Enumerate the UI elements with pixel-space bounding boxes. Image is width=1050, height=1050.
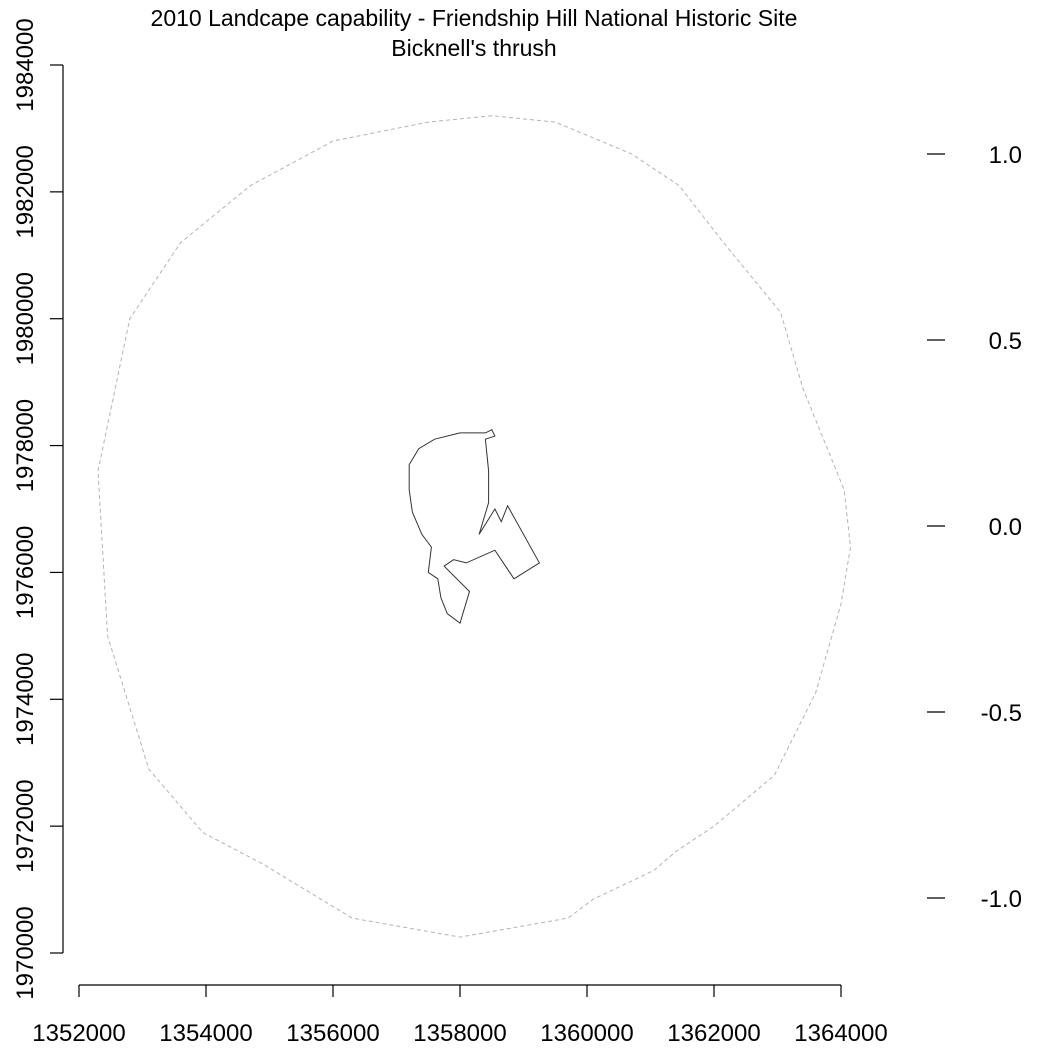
y-tick-label: 1970000 — [12, 906, 39, 999]
x-tick-label: 1356000 — [286, 1020, 379, 1047]
map-subtitle: Bicknell's thrush — [391, 35, 556, 61]
y-tick-label: 1972000 — [12, 779, 39, 872]
legend-tick-label: 1.0 — [989, 142, 1022, 169]
legend-tick-label: -1.0 — [981, 886, 1022, 913]
legend-tick-label: 0.5 — [989, 328, 1022, 355]
x-axis: 1352000 1354000 1356000 1358000 1360000 13620… — [32, 984, 888, 1047]
x-tick-label: 1358000 — [413, 1020, 506, 1047]
y-tick-label: 1974000 — [12, 653, 39, 746]
x-tick-label: 1352000 — [32, 1020, 125, 1047]
y-tick-label: 1980000 — [12, 272, 39, 365]
y-tick-label: 1982000 — [12, 145, 39, 238]
y-axis: 1970000 1972000 1974000 1976000 1978000 19800… — [12, 18, 64, 1000]
legend-scale: 1.0 0.5 0.0 -0.5 -1.0 — [927, 142, 1022, 913]
x-tick-label: 1362000 — [667, 1020, 760, 1047]
x-tick-label: 1354000 — [159, 1020, 252, 1047]
park-boundary-outline — [408, 429, 541, 625]
map-layers — [97, 115, 852, 938]
y-tick-label: 1984000 — [12, 18, 39, 111]
y-tick-label: 1976000 — [12, 526, 39, 619]
x-tick-label: 1360000 — [540, 1020, 633, 1047]
map-title: 2010 Landcape capability - Friendship Hi… — [151, 5, 798, 31]
buffer-outline — [97, 115, 852, 938]
y-tick-label: 1978000 — [12, 399, 39, 492]
x-tick-label: 1364000 — [794, 1020, 887, 1047]
legend-tick-label: 0.0 — [989, 514, 1022, 541]
legend-tick-label: -0.5 — [981, 700, 1022, 727]
